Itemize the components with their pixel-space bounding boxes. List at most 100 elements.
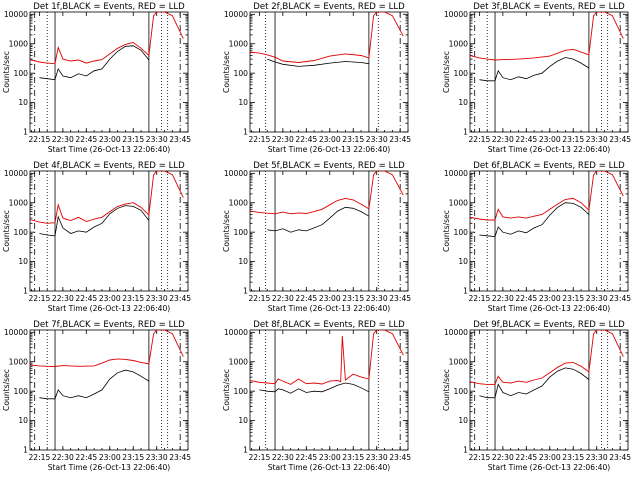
y-axis-label: Counts/sec — [2, 51, 11, 93]
x-tick-label: 22:30 — [52, 135, 74, 144]
series-group — [30, 330, 184, 400]
x-tick-label: 23:00 — [319, 135, 341, 144]
y-tick-label: 1 — [23, 446, 28, 455]
y-tick-label: 10000 — [4, 169, 28, 178]
x-tick-label: 23:45 — [169, 135, 191, 144]
events-series-line — [39, 45, 150, 81]
plot-frame — [249, 170, 409, 292]
y-tick-label: 10000 — [224, 10, 248, 19]
x-tick-label: 23:30 — [586, 135, 608, 144]
x-tick-label: 22:30 — [272, 294, 294, 303]
x-tick-label: 23:15 — [122, 453, 144, 462]
x-tick-label: 23:00 — [319, 294, 341, 303]
detector-panel: Det 7f,BLACK = Events, RED = LLD 1 10 100 10… — [2, 320, 191, 472]
x-axis-label: Start Time (26-Oct-13 22:06:40) — [488, 145, 611, 154]
x-tick-label: 22:45 — [75, 135, 97, 144]
y-tick-label: 100 — [234, 228, 249, 237]
detector-panel: Det 5f,BLACK = Events, RED = LLD 1 10 100 10… — [222, 161, 411, 313]
y-tick-label: 1000 — [449, 357, 468, 366]
x-tick-label: 23:15 — [122, 294, 144, 303]
x-tick-label: 23:15 — [342, 453, 364, 462]
y-tick-label: 1 — [463, 128, 468, 137]
y-tick-label: 10 — [458, 98, 468, 107]
x-tick-label: 23:30 — [366, 453, 388, 462]
x-tick-label: 23:45 — [389, 453, 411, 462]
detector-panel: Det 4f,BLACK = Events, RED = LLD 1 10 100 10… — [2, 161, 191, 313]
y-tick-label: 100 — [14, 228, 29, 237]
x-tick-label: 23:30 — [586, 294, 608, 303]
x-tick-label: 22:15 — [248, 135, 270, 144]
y-axis-label: Counts/sec — [222, 51, 231, 93]
y-tick-label: 10 — [18, 257, 28, 266]
x-tick-label: 22:15 — [468, 294, 490, 303]
detector-panel: Det 2f,BLACK = Events, RED = LLD 1 10 100 10… — [222, 2, 411, 154]
x-tick-label: 22:30 — [272, 453, 294, 462]
x-tick-label: 22:15 — [248, 294, 270, 303]
y-tick-label: 100 — [14, 69, 29, 78]
y-tick-label: 10000 — [444, 328, 468, 337]
y-tick-label: 10 — [18, 416, 28, 425]
y-tick-label: 10000 — [4, 10, 28, 19]
x-tick-label: 23:15 — [562, 453, 584, 462]
x-axis-label: Start Time (26-Oct-13 22:06:40) — [268, 463, 391, 472]
y-tick-label: 1000 — [229, 198, 248, 207]
y-tick-label: 1 — [463, 287, 468, 296]
x-tick-label: 22:45 — [75, 453, 97, 462]
x-axis-label: Start Time (26-Oct-13 22:06:40) — [488, 304, 611, 313]
x-tick-label: 22:30 — [52, 294, 74, 303]
plot-frame — [29, 170, 189, 292]
x-tick-label: 23:00 — [99, 135, 121, 144]
y-axis-label: Counts/sec — [222, 369, 231, 411]
x-tick-label: 23:00 — [539, 135, 561, 144]
y-axis-label: Counts/sec — [2, 369, 11, 411]
x-tick-label: 23:15 — [342, 294, 364, 303]
series-group — [250, 171, 404, 233]
y-tick-label: 100 — [454, 69, 469, 78]
lld-series-line — [30, 12, 184, 65]
x-tick-label: 23:30 — [366, 135, 388, 144]
y-axis-label: Counts/sec — [442, 369, 451, 411]
plot-frame — [249, 11, 409, 133]
x-tick-label: 22:15 — [28, 294, 50, 303]
plot-frame — [249, 329, 409, 451]
x-tick-label: 23:45 — [169, 453, 191, 462]
plot-frame — [469, 329, 629, 451]
y-tick-label: 100 — [234, 69, 249, 78]
detector-panel: Det 1f,BLACK = Events, RED = LLD 1 10 100 10… — [2, 2, 191, 154]
y-axis-label: Counts/sec — [442, 51, 451, 93]
events-series-line — [479, 367, 590, 399]
x-tick-label: 22:30 — [492, 453, 514, 462]
x-tick-label: 22:30 — [492, 135, 514, 144]
x-axis-label: Start Time (26-Oct-13 22:06:40) — [268, 304, 391, 313]
series-group — [470, 171, 624, 238]
y-tick-label: 10 — [238, 416, 248, 425]
plot-frame — [469, 170, 629, 292]
y-tick-label: 100 — [454, 228, 469, 237]
x-tick-label: 22:45 — [75, 294, 97, 303]
x-tick-label: 23:30 — [146, 294, 168, 303]
x-tick-label: 23:15 — [562, 294, 584, 303]
events-series-line — [39, 369, 150, 400]
y-tick-label: 100 — [14, 387, 29, 396]
events-series-line — [479, 57, 590, 82]
y-tick-label: 10 — [238, 98, 248, 107]
x-tick-label: 23:45 — [609, 135, 631, 144]
x-axis-label: Start Time (26-Oct-13 22:06:40) — [48, 463, 171, 472]
lld-series-line — [250, 171, 404, 215]
x-tick-label: 22:30 — [492, 294, 514, 303]
panel-title: Det 5f,BLACK = Events, RED = LLD — [253, 161, 405, 171]
y-tick-label: 1 — [23, 128, 28, 137]
lld-series-line — [30, 330, 184, 367]
y-tick-label: 1 — [243, 446, 248, 455]
series-group — [470, 12, 624, 82]
panel-title: Det 9f,BLACK = Events, RED = LLD — [473, 320, 625, 330]
detector-panel: Det 6f,BLACK = Events, RED = LLD 1 10 100 10… — [442, 161, 631, 313]
y-tick-label: 10000 — [224, 328, 248, 337]
y-tick-label: 1000 — [229, 39, 248, 48]
lld-series-line — [470, 12, 624, 61]
x-tick-label: 22:30 — [272, 135, 294, 144]
panel-title: Det 7f,BLACK = Events, RED = LLD — [33, 320, 185, 330]
x-axis-label: Start Time (26-Oct-13 22:06:40) — [268, 145, 391, 154]
y-tick-label: 1 — [23, 287, 28, 296]
